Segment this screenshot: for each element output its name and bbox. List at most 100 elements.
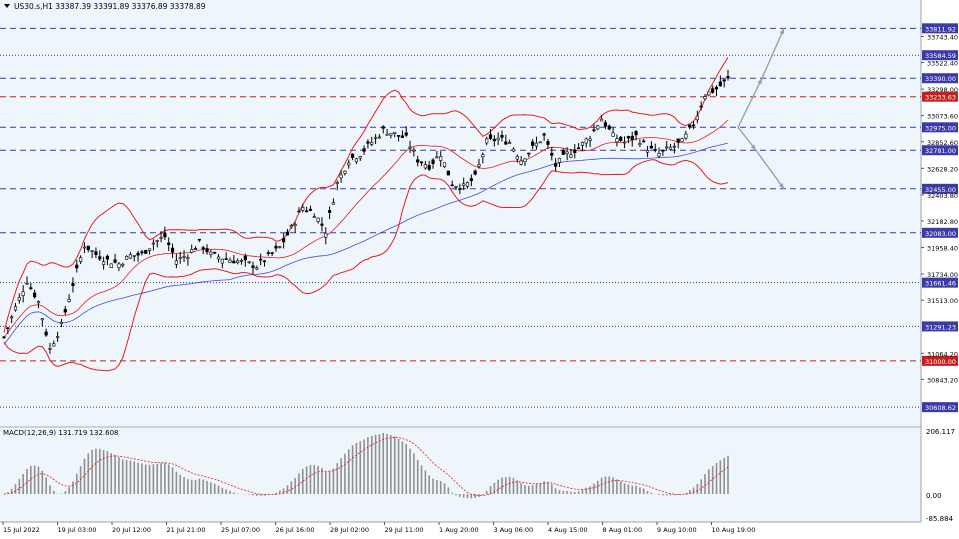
candle-body: [94, 251, 98, 256]
level-tag: [922, 183, 958, 194]
chart-header: US30.s,H1 33387.39 33391.89 33376.89 333…: [4, 2, 206, 11]
arrow-down-2[interactable]: [755, 149, 785, 190]
candle-body: [718, 81, 722, 87]
candle-body: [86, 245, 90, 251]
time-tick-label: 25 Jul 07:00: [221, 526, 260, 534]
candle-body: [213, 251, 217, 254]
candle-body: [48, 348, 52, 350]
candle-body: [531, 141, 535, 146]
candle-body: [603, 122, 608, 127]
candle-body: [21, 291, 25, 296]
candle-body: [186, 257, 190, 259]
price-tick-label: 32403.80: [927, 192, 958, 200]
candle-body: [684, 133, 688, 139]
candle-body: [193, 248, 198, 250]
projection-arrows: [737, 28, 785, 190]
candle-body: [117, 263, 121, 268]
candle-body: [412, 149, 416, 152]
price-tick-label: 32182.80: [927, 218, 958, 226]
candle-body: [389, 133, 393, 136]
time-tick-label: 20 Jul 12:00: [112, 526, 151, 534]
time-tick-label: 26 Jul 16:00: [276, 526, 315, 534]
candle-body: [128, 254, 133, 259]
time-tick-label: 19 Jul 03:00: [58, 526, 97, 534]
price-tick-label: 30843.20: [927, 376, 958, 384]
price-tick-label: 32628.20: [927, 165, 958, 173]
candle-body: [358, 156, 362, 159]
candle-body: [450, 184, 454, 187]
candle-body: [550, 152, 554, 156]
level-tag: [922, 227, 958, 238]
candle-body: [726, 75, 730, 79]
candle-body: [488, 134, 493, 139]
bollinger-lower: [3, 159, 729, 372]
candle-body: [400, 135, 404, 138]
candle-body: [259, 258, 263, 261]
candle-body: [657, 153, 661, 157]
main-pane-bg: [0, 0, 921, 426]
candle-body: [297, 210, 301, 213]
candle-body: [13, 306, 18, 311]
candle-body: [381, 126, 385, 129]
candle-body: [113, 259, 117, 263]
candle-body: [305, 210, 309, 213]
candle-body: [416, 159, 420, 163]
candle-body: [699, 105, 703, 108]
candle-body: [642, 140, 646, 143]
candle-body: [695, 115, 699, 121]
price-tick-label: 31513.00: [927, 297, 958, 305]
level-tag: [922, 145, 958, 156]
candle-body: [216, 256, 221, 260]
candle-body: [703, 96, 707, 100]
macd-signal-line: [3, 436, 729, 496]
arrow-up-1[interactable]: [737, 77, 763, 128]
candle-body: [404, 132, 408, 136]
candle-body: [473, 170, 477, 175]
arrow-down-1-head: [750, 144, 756, 151]
candle-body: [312, 216, 316, 218]
candle-body: [251, 265, 255, 268]
level-tag: [922, 91, 958, 102]
candle-body: [75, 264, 79, 269]
candle-body: [63, 308, 67, 313]
arrow-up-1-head: [757, 78, 762, 85]
candle-body: [626, 136, 631, 139]
candle-body: [511, 148, 516, 152]
candle-body: [308, 208, 313, 211]
candle-body: [508, 142, 512, 144]
candle-body: [59, 321, 64, 324]
candle-body: [542, 133, 546, 136]
candle-body: [167, 242, 171, 245]
level-tag: [922, 321, 958, 332]
level-tag: [922, 122, 958, 133]
candle-body: [427, 164, 431, 170]
candle-body: [504, 141, 508, 145]
collapse-triangle-icon[interactable]: [4, 4, 10, 8]
candle-body: [481, 154, 485, 158]
candle-body: [101, 261, 106, 265]
candle-body: [561, 150, 565, 155]
level-tag: [922, 50, 958, 61]
candle-body: [144, 250, 148, 254]
candles: [2, 69, 730, 354]
candle-body: [278, 246, 282, 248]
candle-body: [220, 258, 224, 264]
arrow-up-2[interactable]: [761, 28, 785, 79]
candle-body: [71, 283, 75, 286]
candle-body: [266, 252, 270, 254]
candle-body: [121, 263, 125, 266]
candle-body: [17, 297, 21, 301]
candle-body: [672, 145, 676, 148]
candle-body: [676, 138, 680, 143]
candle-body: [458, 188, 462, 190]
candle-body: [262, 260, 267, 263]
candle-body: [419, 161, 424, 164]
candle-body: [661, 149, 665, 152]
candle-body: [132, 255, 136, 257]
candle-body: [638, 143, 642, 146]
candle-body: [105, 255, 110, 260]
candle-body: [10, 316, 14, 319]
candle-body: [140, 251, 144, 254]
candle-body: [680, 138, 684, 142]
